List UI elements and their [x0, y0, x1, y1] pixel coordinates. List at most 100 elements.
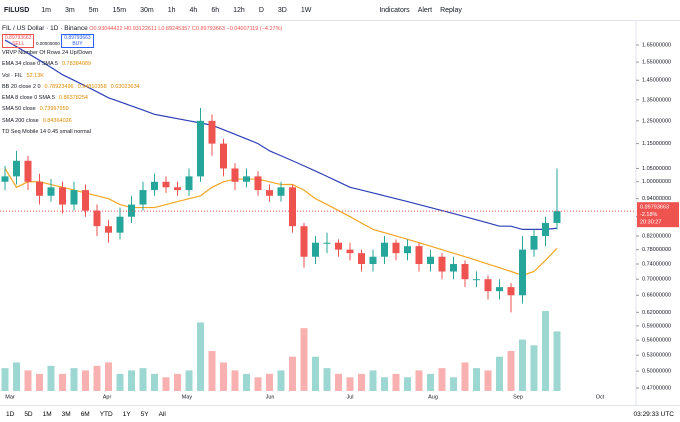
volume-bar: [70, 368, 78, 391]
sell-price: 0.89793663: [5, 35, 32, 41]
y-tick-label: 1.55000000: [642, 60, 671, 66]
x-tick-label: Oct: [596, 394, 605, 400]
volume-bar: [105, 362, 112, 391]
timeframe[interactable]: 30m: [140, 6, 154, 14]
indicator-value: 0.63023634: [110, 83, 140, 90]
volume-bar: [139, 368, 147, 391]
candle-body: [36, 181, 43, 196]
replay[interactable]: Replay: [440, 6, 462, 14]
timeframe[interactable]: 15m: [112, 6, 127, 14]
candle-body: [266, 190, 273, 196]
y-tick-label: 0.74000000: [642, 261, 671, 267]
y-tick-label: 0.78000000: [642, 247, 671, 253]
indicator-name: SMA 200 close: [2, 117, 39, 124]
volume-bar: [530, 345, 538, 391]
indicator: SMA 50 close 0.73997959: [2, 104, 282, 115]
volume-bar: [323, 368, 331, 391]
buy-price: 0.89793663: [64, 35, 91, 41]
candle-body: [208, 120, 216, 144]
volume-bar: [36, 373, 43, 391]
buy-box[interactable]: 0.89793663 BUY: [61, 34, 94, 48]
volume-bar: [59, 373, 66, 391]
candle-body: [82, 190, 89, 211]
last-price-text: 0.89793663: [640, 205, 669, 211]
candle-body: [277, 187, 285, 196]
range[interactable]: 1Y: [122, 410, 131, 418]
candle-body: [427, 256, 434, 265]
sell: SELL: [12, 41, 25, 47]
y-tick-label: 0.50000000: [642, 369, 671, 375]
volume-bar: [369, 370, 377, 391]
volume-bar: [1, 368, 9, 391]
ranges: 1D 5D 1M 3M 6M YTD 1Y 5Y All: [3, 411, 169, 418]
candle-body: [174, 187, 181, 191]
indicator-name: EMA 8 close 0 SMA 5: [2, 95, 55, 102]
alert[interactable]: Alert: [417, 6, 433, 14]
footer: 1D 5D 1M 3M 6M YTD 1Y 5Y All 03:29:33 UTC: [0, 405, 680, 422]
candle-body: [47, 187, 55, 196]
candle-body: [289, 187, 296, 227]
symbol[interactable]: FILUSD: [4, 6, 30, 14]
volume-bar: [231, 370, 239, 391]
timeframe[interactable]: 5m: [88, 6, 99, 14]
indicators[interactable]: Indicators: [379, 6, 410, 14]
indicator-value: 0.86378254: [58, 95, 88, 102]
volume-bar: [128, 370, 135, 391]
candle-body: [358, 253, 365, 265]
indicator: SMA 200 close 0.84364026: [2, 116, 282, 127]
x-tick-label: Sep: [513, 394, 523, 400]
chart: 1.65000000 1.55000000 1.45000000 1.35000000…: [0, 21, 679, 405]
indicator-value: 0.73997959: [39, 106, 69, 113]
candle-body: [93, 210, 101, 227]
x-tick-label: Mar: [5, 394, 15, 400]
x-tick-label: Apr: [103, 394, 112, 400]
range[interactable]: 5D: [24, 410, 33, 418]
y-tick-label: 0.66000000: [642, 293, 671, 299]
candle-body: [128, 204, 135, 217]
volume-bar: [300, 328, 308, 391]
last-price-text: -2.18%: [640, 212, 658, 218]
timeframe[interactable]: 4h: [189, 6, 198, 14]
volume-bar: [82, 370, 89, 391]
volume-bar: [519, 339, 526, 391]
range[interactable]: 5Y: [140, 410, 149, 418]
candle-body: [381, 242, 388, 257]
candle-body: [13, 160, 20, 177]
x-tick-label: Jul: [346, 394, 353, 400]
range[interactable]: All: [158, 410, 166, 418]
indicator-name: TD Seq Mobile 14 0.45 small normal: [2, 129, 91, 136]
range[interactable]: 6M: [80, 410, 90, 418]
timeframe[interactable]: 6h: [211, 6, 220, 14]
volume-bar: [427, 373, 434, 391]
volume-bar: [151, 373, 158, 391]
timeframe[interactable]: 1m: [41, 6, 52, 14]
candle-body: [312, 242, 319, 257]
volume-bar: [415, 370, 423, 391]
y-tick-label: 1.35000000: [642, 97, 671, 103]
range[interactable]: 1D: [6, 410, 15, 418]
candle-body: [415, 246, 423, 265]
range[interactable]: 3M: [61, 410, 71, 418]
range[interactable]: YTD: [99, 410, 113, 418]
volume-bar: [24, 370, 32, 391]
indicator: BB 20 close 2 0 0.78923496 0.94810358 0.630…: [2, 82, 282, 93]
volume-bar: [335, 373, 342, 391]
y-tick-label: 1.65000000: [642, 42, 671, 48]
indicator-name: EMA 34 close 0 SMA 5: [2, 61, 58, 68]
timeframe[interactable]: D: [258, 6, 264, 14]
timeframe[interactable]: 1W: [300, 6, 312, 14]
candle-body: [162, 181, 170, 188]
y-tick-label: 0.59000000: [642, 323, 671, 329]
range[interactable]: 1M: [42, 410, 52, 418]
sell-box[interactable]: 0.89793663 SELL: [2, 34, 35, 48]
timeframe[interactable]: 3m: [65, 6, 75, 14]
timeframe[interactable]: 3D: [277, 6, 287, 14]
volume-bar: [381, 377, 388, 391]
indicator-line: [4, 39, 558, 231]
ohlc: O0.93044422 H0.93122611 L0.89245357 C0.8…: [89, 26, 283, 32]
volume-bar: [473, 368, 480, 391]
y-tick-label: 0.53000000: [642, 353, 671, 359]
timeframe[interactable]: 1h: [167, 6, 176, 14]
timeframe[interactable]: 12h: [233, 6, 245, 14]
